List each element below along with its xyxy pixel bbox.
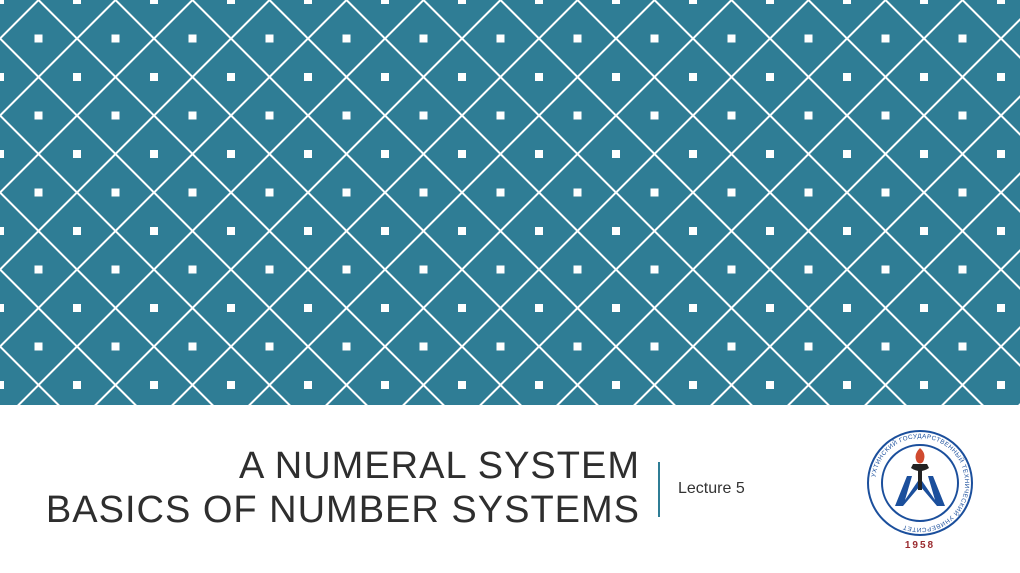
content-row: A NUMERAL SYSTEM BASICS OF NUMBER SYSTEM… [0, 405, 1020, 573]
diamond-pattern-svg [0, 0, 1020, 405]
title-divider [658, 462, 660, 517]
logo-svg: УХТИНСКИЙ ГОСУДАРСТВЕННЫЙ ТЕХНИЧЕСКИЙ УН… [865, 428, 975, 538]
slide-title: A NUMERAL SYSTEM BASICS OF NUMBER SYSTEM… [40, 445, 640, 532]
pattern-banner [0, 0, 1020, 405]
slide-subtitle: Lecture 5 [678, 480, 798, 498]
logo-year: 1958 [905, 540, 935, 551]
title-line-2: BASICS OF NUMBER SYSTEMS [40, 489, 640, 533]
university-logo: УХТИНСКИЙ ГОСУДАРСТВЕННЫЙ ТЕХНИЧЕСКИЙ УН… [860, 428, 980, 551]
title-line-1: A NUMERAL SYSTEM [40, 445, 640, 489]
slide: A NUMERAL SYSTEM BASICS OF NUMBER SYSTEM… [0, 0, 1020, 573]
